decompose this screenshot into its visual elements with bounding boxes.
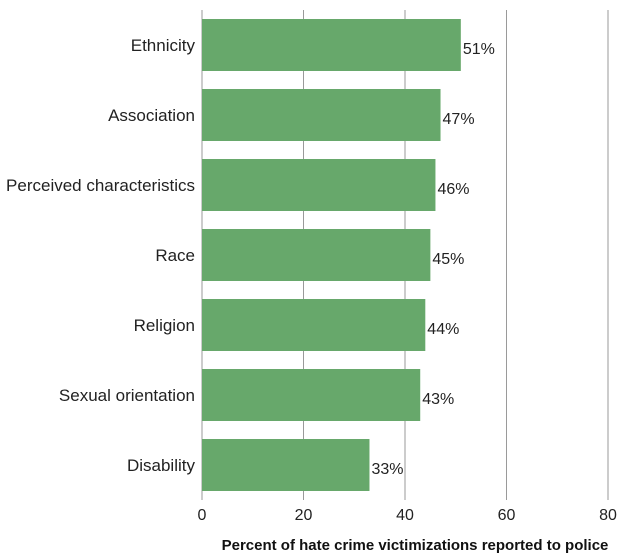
value-label: 33%: [371, 461, 403, 478]
bar: [202, 159, 436, 211]
category-label: Perceived characteristics: [6, 176, 195, 195]
x-tick-label: 80: [599, 507, 617, 524]
x-tick-label: 0: [198, 507, 207, 524]
x-tick-labels: 0 20 40 60 80: [198, 507, 617, 524]
value-label: 44%: [427, 321, 459, 338]
x-tick-label: 40: [396, 507, 414, 524]
category-label: Ethnicity: [131, 36, 196, 55]
value-label: 47%: [443, 111, 475, 128]
value-label: 46%: [437, 181, 469, 198]
category-label: Disability: [127, 456, 196, 475]
x-tick-label: 20: [295, 507, 313, 524]
x-axis-title: Percent of hate crime victimizations rep…: [222, 537, 609, 554]
bar: [202, 299, 426, 351]
bar: [202, 89, 441, 141]
category-label: Association: [108, 106, 195, 125]
bar: [202, 229, 431, 281]
bars: [202, 19, 461, 491]
bar: [202, 439, 370, 491]
category-labels: Ethnicity Association Perceived characteri…: [6, 36, 195, 475]
value-label: 45%: [432, 251, 464, 268]
category-label: Sexual orientation: [59, 386, 195, 405]
value-labels: 51% 47% 46% 45% 44% 43% 33%: [371, 41, 494, 478]
value-label: 51%: [463, 41, 495, 58]
category-label: Religion: [134, 316, 195, 335]
category-label: Race: [155, 246, 195, 265]
x-tick-label: 60: [498, 507, 516, 524]
bar: [202, 19, 461, 71]
value-label: 43%: [422, 391, 454, 408]
bar: [202, 369, 421, 421]
